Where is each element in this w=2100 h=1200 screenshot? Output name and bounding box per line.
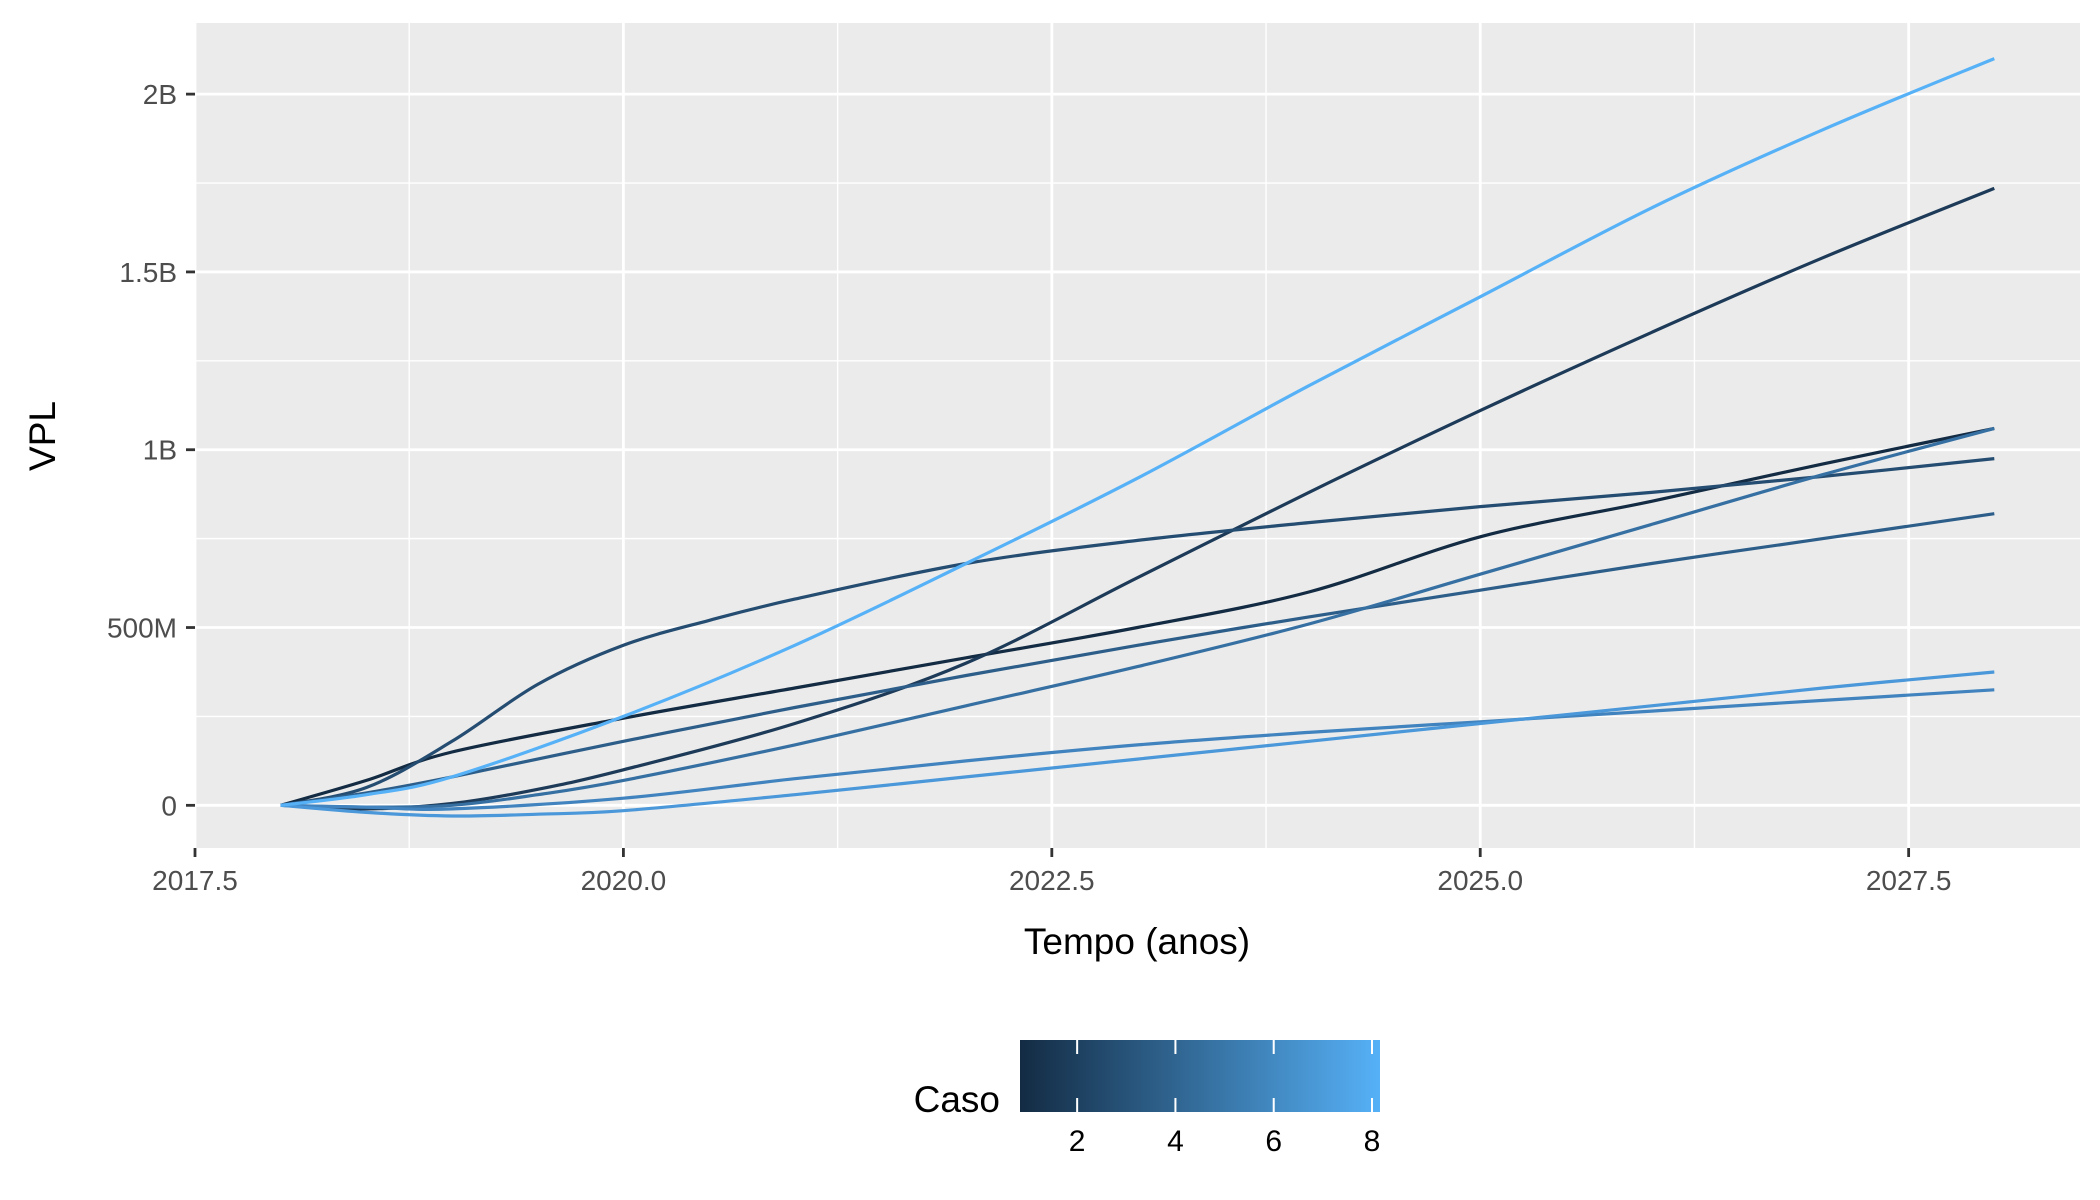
x-tick-label: 2022.5 bbox=[1009, 865, 1095, 896]
series-line-caso-3 bbox=[280, 457, 1995, 807]
x-tick-label: 2017.5 bbox=[152, 865, 238, 896]
minor-gridlines bbox=[195, 23, 2080, 848]
series-line-caso-8 bbox=[280, 57, 1995, 807]
series-line-caso-4 bbox=[280, 512, 1995, 807]
series-lines bbox=[280, 57, 1995, 818]
y-axis-title: VPL bbox=[22, 401, 63, 471]
y-tick-label: 2B bbox=[143, 79, 177, 110]
legend-ticks: 2 4 6 8 bbox=[1069, 1040, 1381, 1158]
y-tick-label: 1B bbox=[143, 435, 177, 466]
y-tick-label: 500M bbox=[107, 613, 177, 644]
series-line-caso-5 bbox=[280, 426, 1995, 809]
y-axis: 0 500M 1B 1.5B 2B bbox=[107, 79, 195, 821]
series-line-caso-7 bbox=[280, 670, 1995, 818]
y-tick-label: 0 bbox=[161, 790, 177, 821]
series-line-caso-1 bbox=[280, 426, 1995, 807]
x-axis: 2017.5 2020.0 2022.5 2025.0 2027.5 bbox=[152, 848, 1951, 896]
legend-colorbar bbox=[1020, 1040, 1380, 1112]
legend-title: Caso bbox=[914, 1079, 1000, 1120]
x-tick-label: 2027.5 bbox=[1866, 865, 1952, 896]
legend-tick-label: 4 bbox=[1167, 1125, 1184, 1158]
x-axis-title: Tempo (anos) bbox=[1024, 921, 1250, 962]
x-tick-label: 2020.0 bbox=[581, 865, 667, 896]
plot-panel bbox=[195, 23, 2080, 848]
legend-tick-label: 2 bbox=[1069, 1125, 1086, 1158]
series-line-caso-2 bbox=[280, 186, 1995, 811]
legend: Caso 2 4 6 8 bbox=[914, 1040, 1381, 1158]
series-line-caso-6 bbox=[280, 688, 1995, 811]
x-tick-label: 2025.0 bbox=[1437, 865, 1523, 896]
y-tick-label: 1.5B bbox=[119, 257, 177, 288]
legend-tick-label: 8 bbox=[1364, 1125, 1381, 1158]
legend-tick-label: 6 bbox=[1265, 1125, 1282, 1158]
